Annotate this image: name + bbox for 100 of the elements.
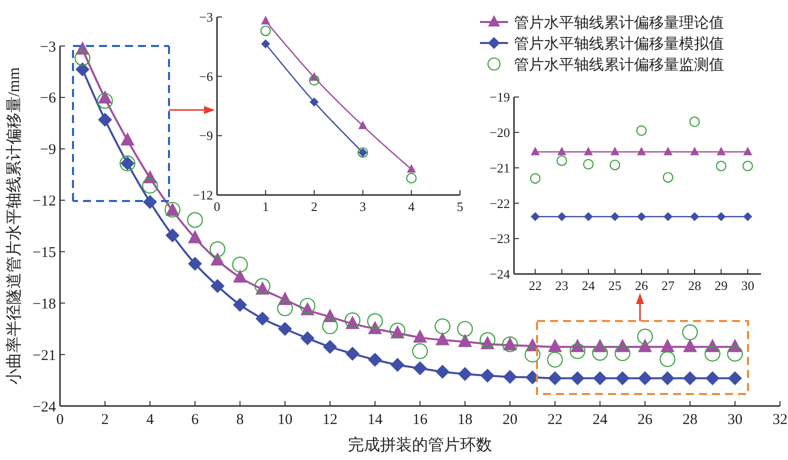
y-tick-label: −9 <box>40 142 56 158</box>
point <box>583 158 594 170</box>
point <box>660 371 674 386</box>
point <box>188 230 202 244</box>
point <box>614 345 630 362</box>
point <box>277 300 293 316</box>
point <box>480 332 496 348</box>
point <box>260 26 271 36</box>
point <box>413 361 427 376</box>
point <box>593 371 607 386</box>
point <box>368 320 382 334</box>
point <box>390 358 404 372</box>
point <box>570 371 584 386</box>
point <box>261 39 270 48</box>
point <box>716 160 726 172</box>
x-tick-label: 29 <box>714 278 728 293</box>
y-tick-label: −12 <box>32 194 56 210</box>
point <box>716 212 726 222</box>
x-tick-label: 0 <box>214 199 220 214</box>
y-tick-label: −24 <box>490 266 510 282</box>
point <box>557 146 566 156</box>
point <box>74 50 90 66</box>
x-tick-label: 4 <box>408 199 416 214</box>
point <box>664 146 673 156</box>
y-tick-label: −18 <box>32 296 56 312</box>
point <box>436 364 450 379</box>
legend-label: 管片水平轴线累计偏移量模拟值 <box>514 35 724 52</box>
point <box>98 112 112 127</box>
point <box>637 328 653 344</box>
point <box>728 371 742 386</box>
point <box>636 146 646 156</box>
point <box>413 329 427 343</box>
point <box>344 312 360 328</box>
point <box>524 346 540 362</box>
point <box>660 338 674 352</box>
point <box>166 228 180 242</box>
point <box>457 320 473 337</box>
x-tick-label: 2 <box>101 412 109 428</box>
y-tick-label: −23 <box>490 231 510 246</box>
point <box>310 98 319 107</box>
point <box>261 16 270 24</box>
y-tick-label: −9 <box>199 128 213 144</box>
point <box>706 371 720 386</box>
point <box>592 344 608 361</box>
point <box>530 173 541 184</box>
x-tick-label: 3 <box>360 199 366 214</box>
y-tick-label: −22 <box>490 196 510 211</box>
point <box>412 343 428 360</box>
point <box>743 212 752 222</box>
x-tick-label: 32 <box>772 412 788 428</box>
point <box>616 371 630 386</box>
point <box>458 334 472 347</box>
point <box>300 331 314 346</box>
point <box>503 370 517 384</box>
y-tick-label: −12 <box>192 188 213 203</box>
y-tick-label: −21 <box>490 160 510 176</box>
legend-label: 管片水平轴线累计偏移量理论值 <box>514 14 724 32</box>
y-tick-label: −3 <box>40 39 56 56</box>
point <box>210 241 226 258</box>
point <box>256 312 270 326</box>
point <box>346 346 360 361</box>
point <box>690 212 700 222</box>
y-tick-label: −20 <box>490 124 510 140</box>
point <box>322 318 338 334</box>
point <box>358 120 368 130</box>
x-tick-label: 10 <box>278 412 292 428</box>
point <box>188 256 202 271</box>
point <box>570 343 586 360</box>
point <box>548 371 562 386</box>
x-tick-label: 0 <box>56 412 64 428</box>
x-tick-label: 4 <box>146 412 154 428</box>
point <box>210 279 224 293</box>
y-tick-label: −21 <box>32 348 56 364</box>
point <box>233 298 247 312</box>
point <box>704 346 720 362</box>
point <box>584 212 593 222</box>
x-tick-label: 12 <box>322 412 338 428</box>
x-tick-label: 6 <box>191 412 200 428</box>
point <box>716 146 726 156</box>
point <box>300 298 316 314</box>
x-tick-label: 28 <box>688 278 702 293</box>
y-tick-label: −24 <box>32 399 56 416</box>
point <box>548 338 562 352</box>
point <box>434 318 450 334</box>
x-axis-title: 完成拼装的管片环数 <box>348 436 492 454</box>
y-tick-label: −19 <box>490 90 510 105</box>
point <box>683 371 697 386</box>
point <box>368 352 382 367</box>
x-tick-label: 8 <box>236 412 244 428</box>
point <box>727 346 743 362</box>
x-tick-label: 18 <box>458 412 472 428</box>
point <box>742 160 753 172</box>
point <box>570 338 584 352</box>
point <box>610 212 620 222</box>
x-tick-label: 27 <box>662 278 676 293</box>
x-tick-label: 28 <box>682 412 698 428</box>
point <box>233 269 247 283</box>
point <box>530 212 540 222</box>
x-tick-label: 5 <box>456 199 464 214</box>
point <box>530 146 540 156</box>
